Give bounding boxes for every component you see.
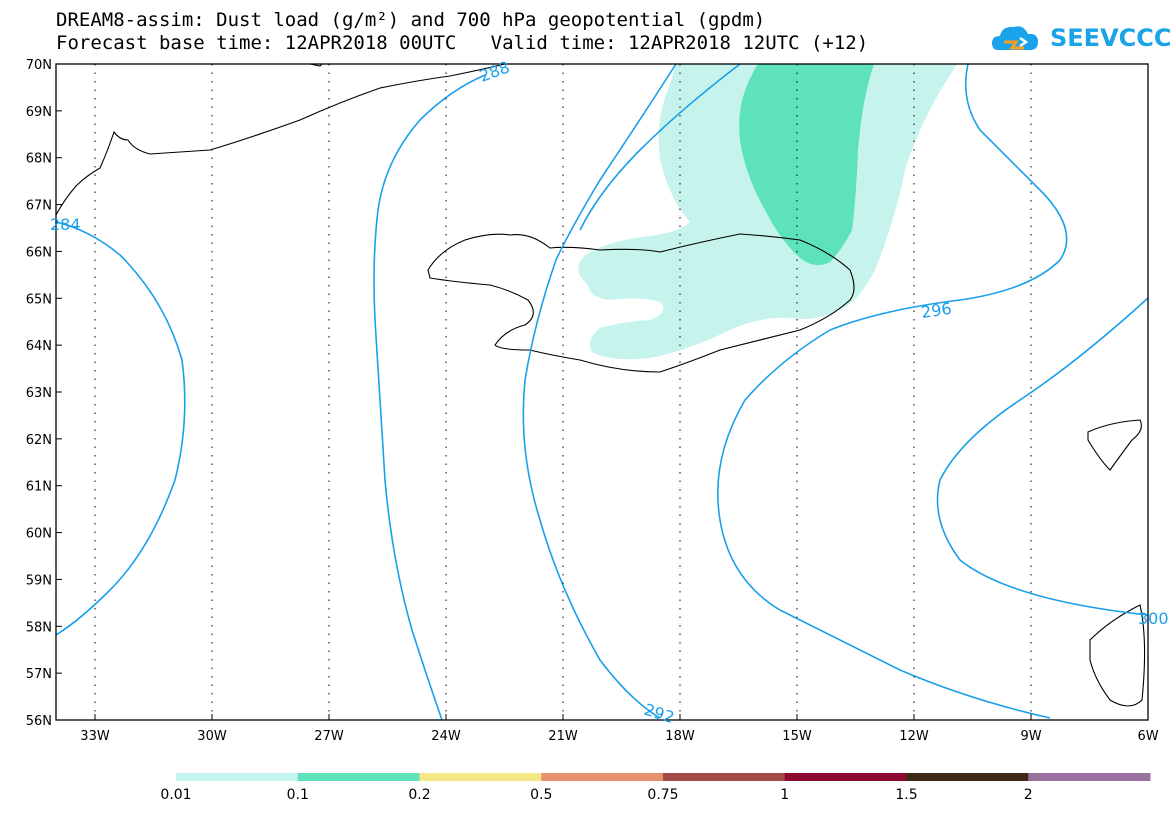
coastline — [56, 64, 1146, 707]
colorbar-label: 1 — [780, 787, 790, 803]
colorbar-label: 0.01 — [160, 787, 192, 803]
lat-tick-label: 66N — [26, 245, 52, 260]
lat-tick-label: 61N — [26, 480, 52, 495]
lat-tick-label: 60N — [26, 527, 52, 542]
cloud-logo-icon — [992, 26, 1038, 50]
lat-tick-label: 63N — [26, 386, 52, 401]
lat-tick-label: 59N — [26, 573, 52, 588]
lon-tick-label: 27W — [314, 729, 344, 744]
colorbar-swatch — [176, 773, 299, 781]
colorbar-swatch — [541, 773, 664, 781]
lat-tick-label: 58N — [26, 620, 52, 635]
colorbar-label: 0.75 — [647, 787, 679, 803]
lat-tick-label: 67N — [26, 199, 52, 214]
lon-tick-label: 18W — [665, 729, 695, 744]
colorbar-swatch — [1028, 773, 1151, 781]
lat-tick-label: 69N — [26, 105, 52, 120]
lon-tick-label: 6W — [1137, 729, 1158, 744]
contour-label-288: 288 — [477, 57, 512, 85]
contour-label-300: 300 — [1138, 609, 1169, 628]
colorbar-swatch — [784, 773, 907, 781]
colorbar-swatch — [419, 773, 542, 781]
lat-tick-label: 62N — [26, 433, 52, 448]
contour-label-292: 292 — [642, 700, 677, 728]
lon-tick-label: 9W — [1020, 729, 1041, 744]
contour-label-296: 296 — [920, 299, 953, 322]
lat-tick-label: 64N — [26, 339, 52, 354]
lon-tick-label: 33W — [80, 729, 110, 744]
lat-tick-label: 68N — [26, 152, 52, 167]
lon-tick-label: 21W — [548, 729, 578, 744]
colorbar-label: 0.2 — [408, 787, 431, 803]
colorbar-swatch — [297, 773, 420, 781]
lat-tick-label: 57N — [26, 667, 52, 682]
lon-tick-label: 24W — [431, 729, 461, 744]
lat-tick-label: 70N — [26, 58, 52, 73]
colorbar-label: 1.5 — [895, 787, 918, 803]
contour-label-284: 284 — [50, 215, 81, 234]
lat-tick-label: 65N — [26, 292, 52, 307]
colorbar-swatch — [906, 773, 1029, 781]
colorbar-label: 0.1 — [286, 787, 309, 803]
map-title: DREAM8-assim: Dust load (g/m²) and 700 h… — [56, 9, 766, 31]
dust-shade-medium — [739, 64, 874, 266]
lon-tick-label: 12W — [899, 729, 929, 744]
geopotential-contours — [56, 64, 1148, 720]
logo-text: SEEVCCC — [1050, 24, 1172, 52]
map-frame — [55, 63, 1149, 721]
lat-tick-label: 56N — [26, 714, 52, 729]
colorbar-swatch — [663, 773, 786, 781]
forecast-times: Forecast base time: 12APR2018 00UTC Vali… — [56, 32, 869, 54]
colorbar-label: 2 — [1023, 787, 1033, 803]
colorbar-label: 0.5 — [530, 787, 553, 803]
lon-tick-label: 15W — [782, 729, 812, 744]
lon-tick-label: 30W — [197, 729, 227, 744]
